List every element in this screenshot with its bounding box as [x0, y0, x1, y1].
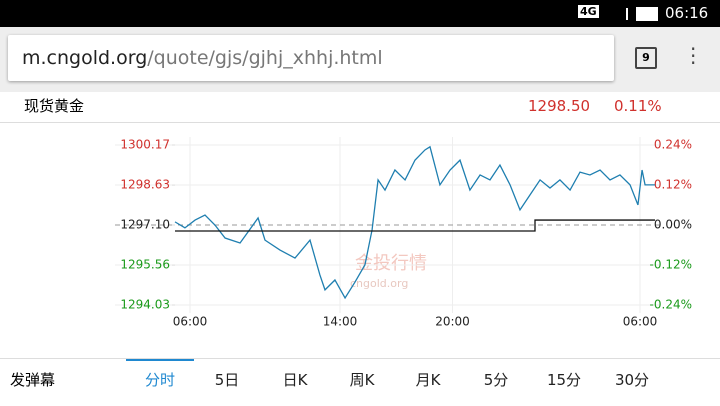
network: 4G [578, 5, 599, 18]
y2-tick-label: 0.00% [654, 218, 692, 232]
y-tick-label: 1294.03 [120, 298, 170, 312]
tab-bar: 发弹幕 分时 5日 日K 周K 月K 5分 15分 30分 [0, 358, 720, 406]
price-line [175, 219, 655, 232]
signal [612, 8, 628, 20]
y2-tick-label: 0.12% [654, 178, 692, 192]
y2-tick-label: 0.24% [654, 138, 692, 152]
y-tick-label: 1300.17 [120, 138, 170, 152]
menu-button[interactable]: · · · [690, 37, 697, 75]
y-tick-label: 1297.10 [120, 218, 170, 232]
tab[interactable]: 5分 [483, 371, 509, 389]
price-line [174, 145, 655, 300]
tab-indicator [126, 359, 194, 361]
battery [636, 7, 658, 21]
quote-header: 现货黄金 1298.50 0.11% [0, 92, 720, 123]
x-tick-label: 06:00 [623, 315, 658, 329]
clock: 06:16 [665, 4, 709, 22]
quote-name: 现货黄金 [24, 97, 85, 115]
x-tick-label: 14:00 [323, 315, 358, 329]
url-path: /quote/gjs/gjhj_xhhj.html [147, 47, 383, 69]
tab[interactable]: 30分 [614, 371, 650, 389]
quote-change: 0.11% [614, 97, 662, 115]
tab[interactable]: 日K [282, 371, 308, 389]
quote-price: 1298.50 [528, 97, 591, 115]
tab[interactable]: 15分 [546, 371, 582, 389]
tab[interactable]: 月K [415, 371, 441, 389]
status-bar: 4G 06:16 [0, 0, 720, 27]
danmaku-button[interactable]: 发弹幕 [10, 371, 56, 389]
chart: 金投行情 cngold.org 06:00 14:00 20:00 06:00 -0.2… [115, 137, 692, 329]
y2-tick-label: -0.12% [650, 258, 692, 272]
x-tick-label: 20:00 [435, 315, 470, 329]
tab[interactable]: 分时 [144, 371, 176, 389]
tabs-button[interactable]: 9 [635, 47, 657, 69]
url-host: m.cngold.org [22, 47, 148, 69]
url-bar[interactable]: m.cngold.org/quote/gjs/gjhj_xhhj.html [8, 35, 614, 81]
y2-tick-label: -0.24% [650, 298, 692, 312]
tab[interactable]: 周K [349, 371, 375, 389]
y-tick-label: 1298.63 [120, 178, 170, 192]
watermark: 金投行情 [355, 253, 427, 274]
x-tick-label: 06:00 [173, 315, 208, 329]
tab[interactable]: 5日 [214, 371, 240, 389]
watermark-site: cngold.org [350, 277, 408, 290]
y-tick-label: 1295.56 [120, 258, 170, 272]
